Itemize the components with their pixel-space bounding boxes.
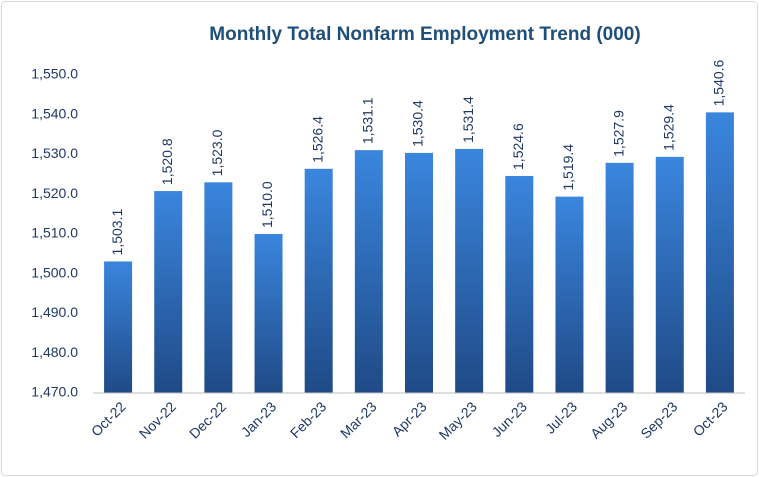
- value-label: 1,530.4: [410, 100, 426, 147]
- value-label: 1,520.8: [159, 138, 175, 185]
- bar: [204, 182, 233, 393]
- y-tick-label: 1,470.0: [31, 384, 78, 400]
- value-label: 1,519.4: [560, 144, 576, 191]
- value-label: 1,527.9: [610, 110, 626, 157]
- bar: [154, 191, 183, 393]
- bar: [655, 156, 684, 393]
- value-label: 1,526.4: [309, 116, 325, 163]
- value-label: 1,503.1: [109, 209, 125, 256]
- y-tick-label: 1,540.0: [31, 105, 78, 121]
- y-tick-label: 1,510.0: [31, 225, 78, 241]
- value-label: 1,531.4: [460, 96, 476, 143]
- bar: [455, 148, 484, 393]
- y-tick-label: 1,550.0: [31, 66, 78, 82]
- value-label: 1,524.6: [510, 123, 526, 170]
- bar: [104, 261, 133, 393]
- y-tick-label: 1,520.0: [31, 185, 78, 201]
- bar: [505, 175, 534, 393]
- y-tick-label: 1,490.0: [31, 304, 78, 320]
- bar: [705, 112, 734, 394]
- y-tick-label: 1,480.0: [31, 344, 78, 360]
- bar: [555, 196, 584, 393]
- y-tick-label: 1,530.0: [31, 145, 78, 161]
- bar: [304, 168, 333, 393]
- bar: [605, 162, 634, 393]
- value-label: 1,540.6: [711, 59, 727, 106]
- bar: [405, 152, 433, 393]
- y-tick-label: 1,500.0: [31, 264, 78, 280]
- bar: [254, 234, 283, 393]
- value-label: 1,529.4: [660, 104, 676, 151]
- value-label: 1,523.0: [209, 129, 225, 176]
- value-label: 1,531.1: [360, 97, 376, 144]
- bar: [354, 150, 383, 393]
- chart-title: Monthly Total Nonfarm Employment Trend (…: [209, 24, 640, 45]
- value-label: 1,510.0: [259, 181, 275, 228]
